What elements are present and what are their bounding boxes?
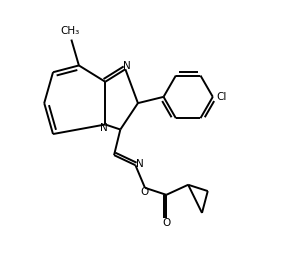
Text: N: N [100, 123, 108, 133]
Text: CH₃: CH₃ [61, 26, 80, 36]
Text: Cl: Cl [216, 92, 226, 102]
Text: N: N [136, 159, 144, 169]
Text: N: N [123, 61, 131, 71]
Text: O: O [162, 218, 170, 228]
Text: O: O [140, 187, 149, 197]
